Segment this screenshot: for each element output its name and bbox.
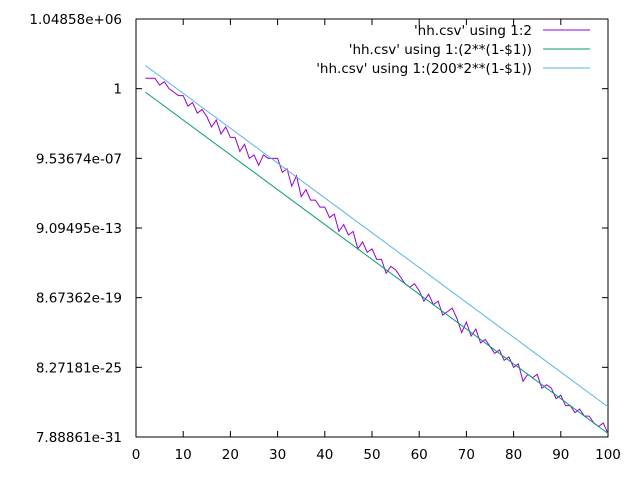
x-tick-label: 80 <box>505 447 522 463</box>
x-tick-label: 20 <box>222 447 239 463</box>
y-tick-label: 1.04858e+06 <box>29 12 122 28</box>
y-tick-label: 8.27181e-25 <box>36 360 122 376</box>
x-tick-label: 100 <box>595 447 621 463</box>
legend-label: 'hh.csv' using 1:(2**(1-$1)) <box>349 42 532 58</box>
series-line-1 <box>145 91 609 434</box>
legend: 'hh.csv' using 1:2 'hh.csv' using 1:(2**(… <box>316 23 590 77</box>
y-tick-label: 8.67362e-19 <box>36 291 122 307</box>
legend-label: 'hh.csv' using 1:(200*2**(1-$1)) <box>316 61 532 77</box>
x-tick-label: 50 <box>363 447 380 463</box>
x-tick-label: 70 <box>458 447 475 463</box>
y-axis: 1.04858e+06 1 9.53674e-07 9.09495e-13 8.6736… <box>29 12 608 446</box>
series-line-0 <box>145 77 609 434</box>
y-tick-label: 9.09495e-13 <box>36 221 122 237</box>
series-layer <box>145 65 609 434</box>
series-line-2 <box>145 65 609 408</box>
x-tick-label: 0 <box>132 447 141 463</box>
y-tick-label: 7.88861e-31 <box>36 430 122 446</box>
x-axis: 0 10 20 30 40 50 60 70 80 90 100 <box>132 19 621 463</box>
x-tick-label: 40 <box>316 447 333 463</box>
y-tick-label: 1 <box>113 82 122 98</box>
y-tick-label: 9.53674e-07 <box>36 151 122 167</box>
x-tick-label: 90 <box>552 447 569 463</box>
x-tick-label: 30 <box>269 447 286 463</box>
legend-label: 'hh.csv' using 1:2 <box>414 23 532 39</box>
x-tick-label: 60 <box>411 447 428 463</box>
x-tick-label: 10 <box>175 447 192 463</box>
